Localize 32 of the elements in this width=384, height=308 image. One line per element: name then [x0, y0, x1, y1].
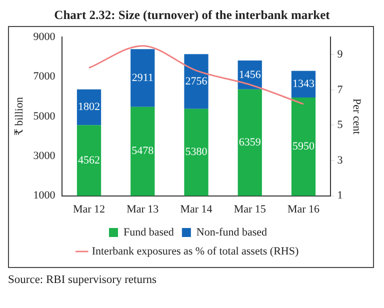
data-label: 1456 [238, 68, 262, 81]
chart-title: Chart 2.32: Size (turnover) of the interbank market [53, 8, 331, 23]
data-label: 5950 [292, 140, 315, 153]
data-label: 1343 [292, 78, 315, 90]
data-label: 5380 [185, 146, 208, 158]
y-tick-label: 7000 [33, 70, 56, 83]
data-label: 6359 [238, 136, 262, 149]
legend-label: Interbank exposures as % of total assets (RHS) [92, 245, 299, 258]
data-label: 2756 [185, 75, 208, 88]
x-tick-label: Mar 15 [234, 203, 266, 216]
data-label: 1802 [78, 101, 100, 114]
x-tick-label: Mar 14 [180, 203, 213, 216]
y2-axis-title: Per cent [350, 98, 363, 134]
y-tick-label: 9000 [33, 30, 56, 43]
data-label: 4562 [78, 154, 100, 166]
y-tick-label: 1000 [33, 190, 56, 202]
x-tick-label: Mar 16 [287, 203, 320, 216]
y2-tick-label: 1 [337, 190, 343, 202]
legend-label: Non-fund based [196, 226, 268, 238]
y-tick-label: 5000 [33, 110, 56, 122]
source-note: Source: RBI supervisory returns [8, 274, 158, 286]
data-label: 2911 [132, 72, 154, 84]
y2-tick-label: 3 [337, 154, 344, 166]
legend-label: Fund based [124, 226, 174, 238]
data-label: 5478 [132, 145, 154, 158]
x-tick-label: Mar 12 [72, 203, 106, 216]
y2-tick-label: 9 [337, 48, 344, 61]
x-tick-label: Mar 13 [126, 203, 160, 216]
y-axis-title: ₹ billion [13, 96, 26, 136]
y2-tick-label: 5 [337, 119, 344, 132]
y2-tick-label: 7 [337, 84, 344, 96]
y-tick-label: 3000 [33, 150, 56, 162]
